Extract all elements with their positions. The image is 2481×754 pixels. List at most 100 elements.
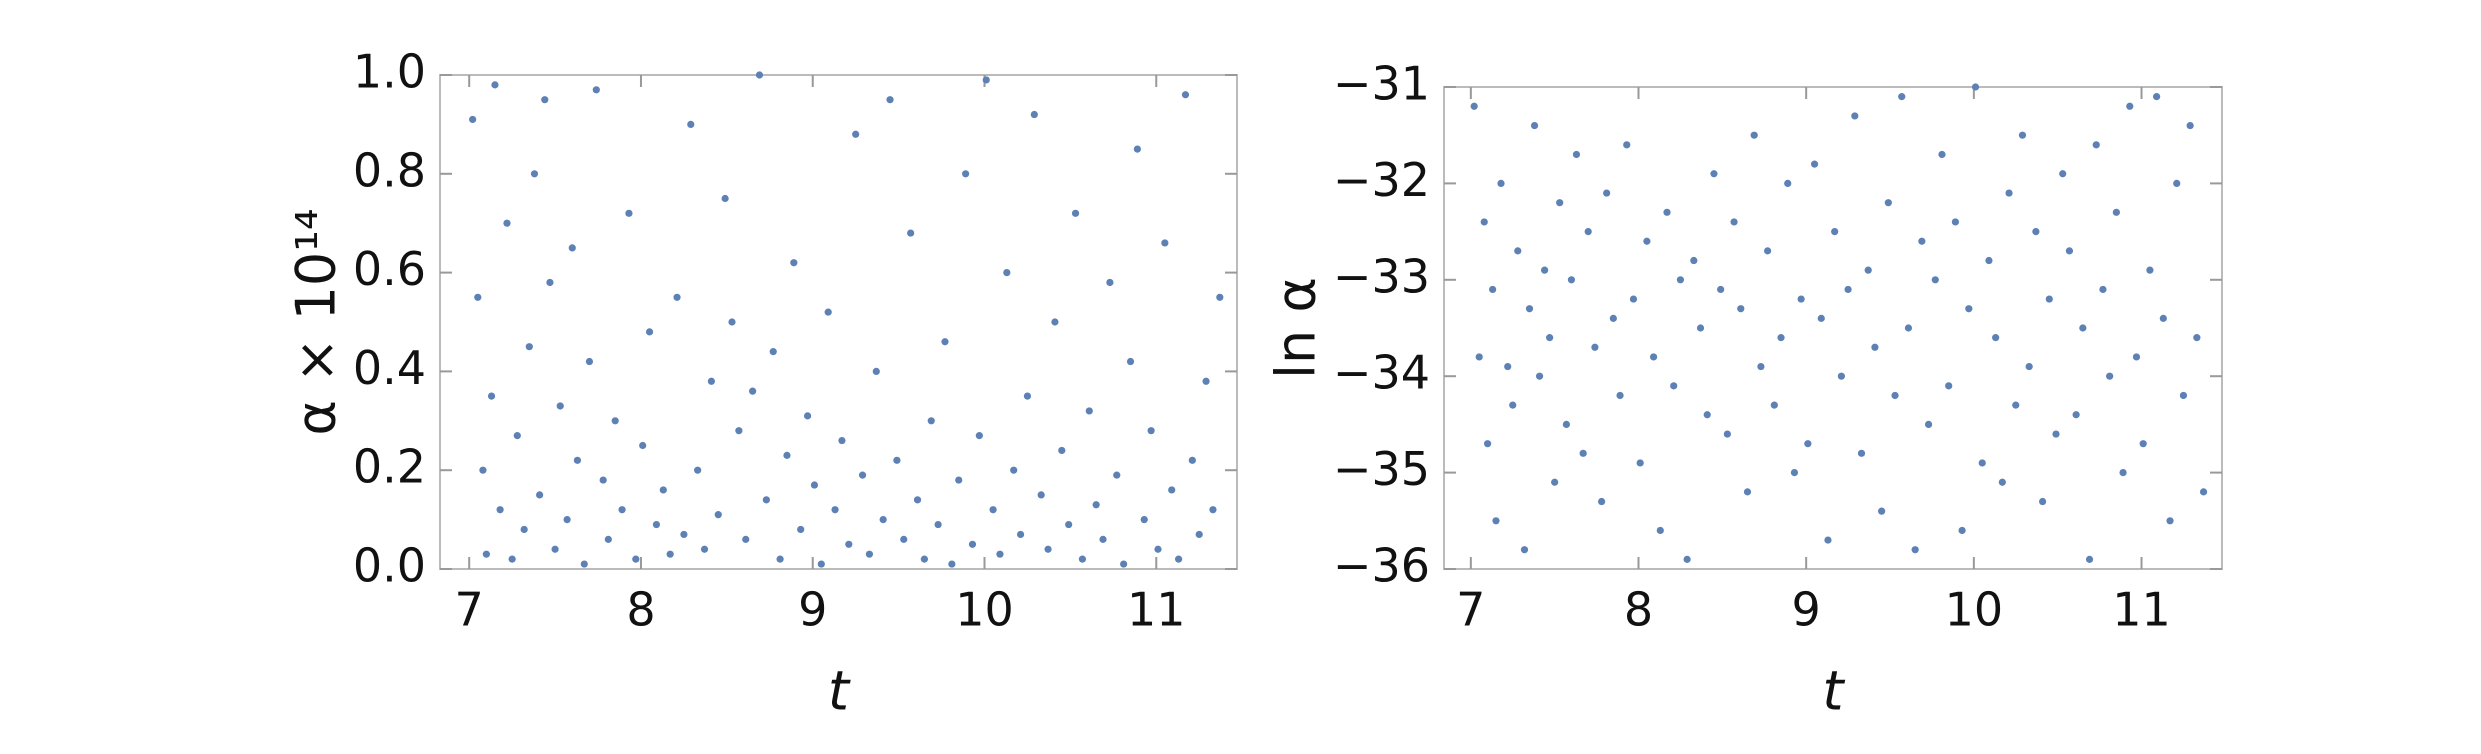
point bbox=[975, 432, 983, 440]
point bbox=[1078, 555, 1087, 563]
point bbox=[680, 530, 688, 539]
point bbox=[1623, 141, 1631, 149]
point bbox=[1514, 247, 1522, 255]
point bbox=[2159, 314, 2167, 322]
point bbox=[1824, 536, 1832, 544]
point bbox=[900, 535, 908, 543]
point bbox=[1037, 491, 1045, 499]
point bbox=[1010, 466, 1018, 474]
point bbox=[1120, 560, 1128, 568]
point bbox=[541, 96, 549, 104]
point bbox=[2126, 102, 2134, 110]
point bbox=[735, 427, 743, 435]
point bbox=[1562, 420, 1571, 428]
point bbox=[1188, 456, 1196, 464]
point bbox=[1579, 449, 1587, 457]
point bbox=[1878, 507, 1886, 515]
point bbox=[810, 481, 819, 489]
x-tick-label: 9 bbox=[1792, 583, 1821, 637]
point bbox=[1147, 427, 1155, 435]
point bbox=[1804, 440, 1812, 448]
point bbox=[817, 560, 825, 568]
point bbox=[989, 506, 997, 514]
point bbox=[694, 466, 702, 474]
point bbox=[1898, 93, 1906, 101]
x-tick-label: 10 bbox=[955, 583, 1014, 637]
point bbox=[1670, 382, 1678, 390]
point bbox=[1541, 266, 1549, 274]
point bbox=[1023, 392, 1032, 400]
point bbox=[762, 496, 770, 504]
x-tick-label: 8 bbox=[626, 583, 655, 637]
point bbox=[2199, 488, 2208, 496]
point bbox=[2079, 324, 2087, 332]
point bbox=[1202, 377, 1210, 385]
point bbox=[2038, 497, 2047, 506]
point bbox=[1629, 295, 1638, 303]
y-tick-label: 0.6 bbox=[353, 242, 426, 296]
point bbox=[568, 244, 576, 252]
point bbox=[755, 71, 764, 79]
point bbox=[1636, 459, 1644, 467]
point bbox=[2025, 362, 2033, 371]
point bbox=[879, 516, 887, 524]
point bbox=[487, 392, 496, 400]
point bbox=[618, 506, 626, 514]
point bbox=[1085, 407, 1093, 415]
point bbox=[1851, 112, 1859, 120]
point bbox=[2032, 228, 2040, 236]
point bbox=[1099, 535, 1107, 543]
point bbox=[1509, 401, 1517, 409]
point bbox=[1918, 237, 1926, 245]
point bbox=[673, 293, 681, 301]
point bbox=[508, 555, 516, 563]
point bbox=[1003, 269, 1011, 277]
point bbox=[513, 432, 521, 440]
point bbox=[496, 506, 504, 514]
point bbox=[1817, 314, 1825, 322]
point bbox=[1992, 334, 2000, 342]
point bbox=[652, 520, 661, 529]
point bbox=[714, 511, 722, 519]
point bbox=[913, 496, 922, 504]
point bbox=[479, 466, 487, 474]
point bbox=[2186, 121, 2194, 130]
point bbox=[1683, 555, 1691, 563]
point bbox=[968, 540, 977, 548]
x-tick-label: 10 bbox=[1945, 583, 2004, 637]
point bbox=[824, 308, 832, 316]
point bbox=[2146, 266, 2154, 274]
x-tick-label: 9 bbox=[798, 583, 827, 637]
point bbox=[948, 560, 956, 568]
point bbox=[1572, 150, 1581, 159]
point bbox=[530, 170, 539, 178]
point bbox=[1844, 285, 1852, 294]
point bbox=[1556, 199, 1564, 207]
point bbox=[1174, 555, 1183, 563]
point bbox=[2065, 247, 2074, 255]
point bbox=[2018, 131, 2027, 139]
point bbox=[797, 525, 805, 534]
point bbox=[580, 560, 588, 568]
point bbox=[1951, 218, 1960, 226]
point bbox=[556, 402, 564, 410]
y-axis-label: ln α bbox=[1265, 277, 1328, 379]
point bbox=[1480, 218, 1488, 226]
y-tick-label: −33 bbox=[1333, 249, 1430, 303]
point bbox=[687, 120, 695, 128]
point bbox=[1710, 170, 1718, 178]
y-axis-label: α × 10¹⁴ bbox=[285, 208, 348, 435]
point bbox=[1871, 343, 1879, 351]
point bbox=[927, 417, 935, 425]
point bbox=[776, 555, 784, 563]
point bbox=[1784, 179, 1792, 187]
point bbox=[1126, 357, 1135, 366]
point bbox=[1483, 440, 1492, 448]
point bbox=[1140, 516, 1148, 524]
point bbox=[1065, 520, 1073, 529]
point bbox=[585, 357, 594, 366]
point bbox=[474, 293, 482, 301]
point bbox=[1757, 362, 1765, 371]
point bbox=[982, 76, 990, 84]
point bbox=[1535, 372, 1544, 380]
